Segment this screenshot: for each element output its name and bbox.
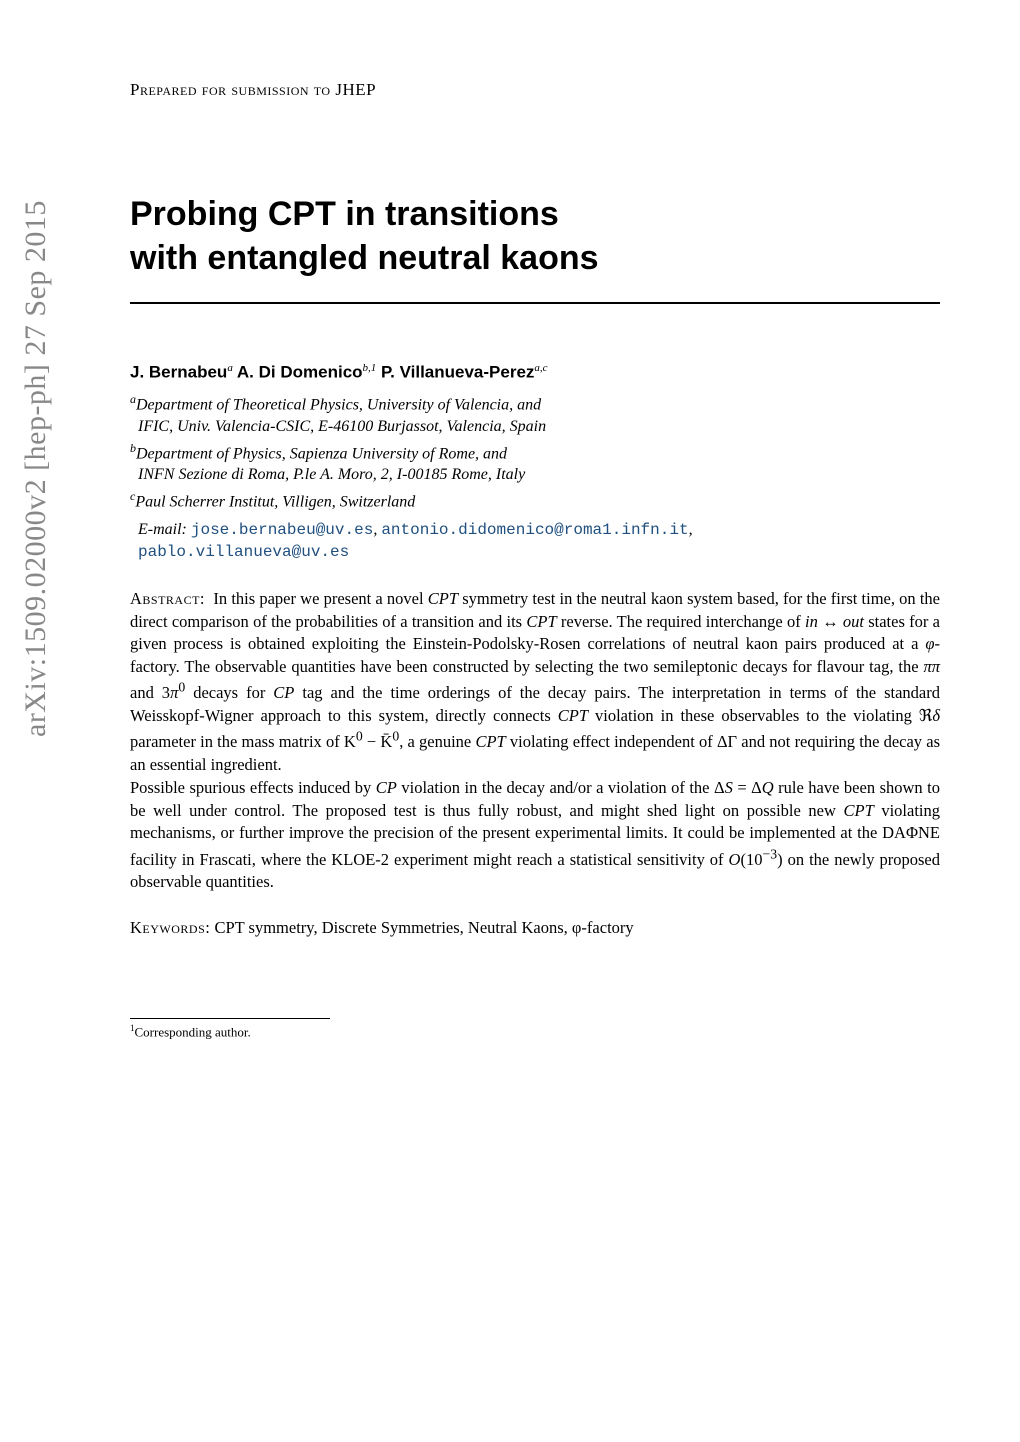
email-label: E-mail: xyxy=(138,521,187,538)
affiliation-c: cPaul Scherrer Institut, Villigen, Switz… xyxy=(138,488,940,513)
title-rule xyxy=(130,302,940,304)
affil-b-line2: INFN Sezione di Roma, P.le A. Moro, 2, I… xyxy=(138,466,525,483)
affiliation-a: aDepartment of Theoretical Physics, Univ… xyxy=(138,391,940,438)
email-link-2[interactable]: antonio.didomenico@roma1.infn.it xyxy=(381,521,688,539)
abstract-para-1: In this paper we present a novel CPT sym… xyxy=(130,589,940,774)
footnote-rule xyxy=(130,1018,330,1019)
abstract-block: Abstract: In this paper we present a nov… xyxy=(130,588,940,894)
email-link-3[interactable]: pablo.villanueva@uv.es xyxy=(138,543,349,561)
affil-b-line1: Department of Physics, Sapienza Universi… xyxy=(136,445,507,462)
affiliations-block: aDepartment of Theoretical Physics, Univ… xyxy=(130,391,940,513)
keywords-block: Keywords: CPT symmetry, Discrete Symmetr… xyxy=(130,918,940,938)
title-line-1: Probing CPT in transitions xyxy=(130,195,559,233)
paper-title: Probing CPT in transitions with entangle… xyxy=(130,192,940,280)
affil-a-line1: Department of Theoretical Physics, Unive… xyxy=(136,396,541,413)
arxiv-identifier: arXiv:1509.02000v2 [hep-ph] 27 Sep 2015 xyxy=(19,200,53,737)
page-content: Prepared for submission to JHEP Probing … xyxy=(130,0,940,1041)
affil-a-line2: IFIC, Univ. Valencia-CSIC, E-46100 Burja… xyxy=(138,418,546,435)
abstract-label: Abstract: xyxy=(130,589,205,608)
affil-c-line1: Paul Scherrer Institut, Villigen, Switze… xyxy=(135,493,415,510)
keywords-text: CPT symmetry, Discrete Symmetries, Neutr… xyxy=(214,918,633,937)
abstract-para-2: Possible spurious effects induced by CP … xyxy=(130,778,940,892)
title-line-2: with entangled neutral kaons xyxy=(130,239,599,277)
footnote-text: Corresponding author. xyxy=(135,1025,251,1040)
email-block: E-mail: jose.bernabeu@uv.es, antonio.did… xyxy=(138,519,940,564)
footnote: 1Corresponding author. xyxy=(130,1023,940,1040)
journal-header: Prepared for submission to JHEP xyxy=(130,80,940,100)
email-link-1[interactable]: jose.bernabeu@uv.es xyxy=(191,521,373,539)
authors-line: J. Bernabeua A. Di Domenicob,1 P. Villan… xyxy=(130,362,940,383)
keywords-label: Keywords: xyxy=(130,918,210,937)
affiliation-b: bDepartment of Physics, Sapienza Univers… xyxy=(138,440,940,487)
